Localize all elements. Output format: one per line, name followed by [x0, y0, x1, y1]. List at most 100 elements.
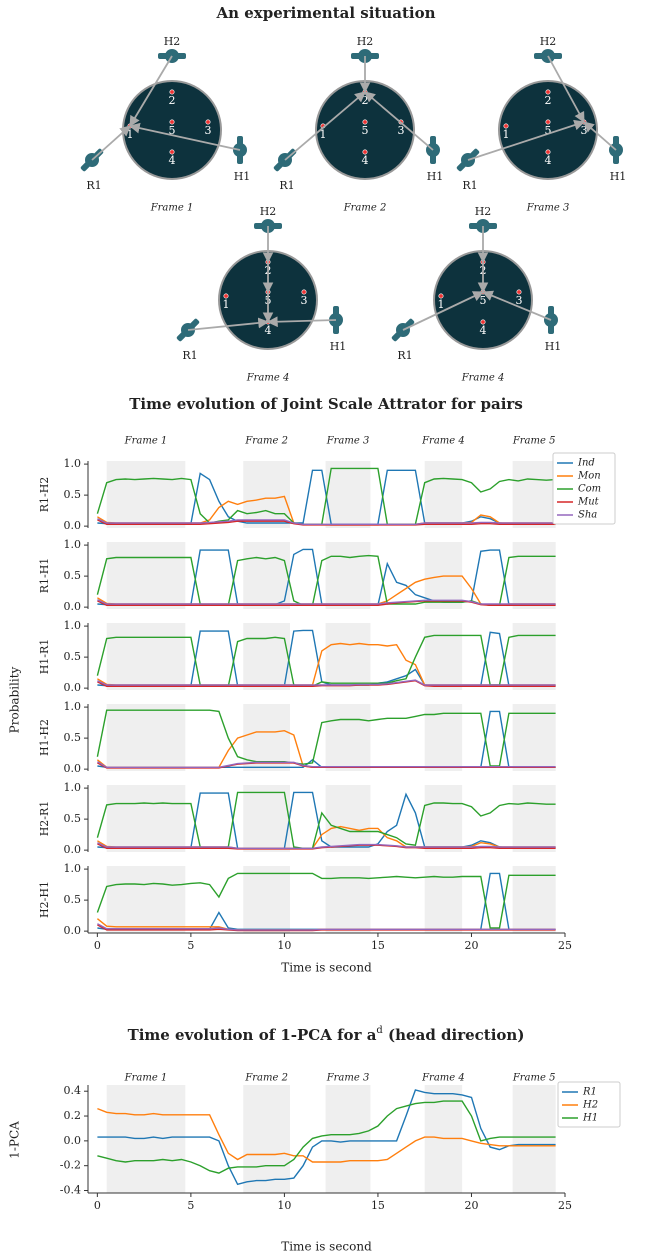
- region-band: [424, 461, 463, 528]
- point: [545, 89, 551, 95]
- point-label: 3: [398, 124, 405, 137]
- region-band: [106, 542, 186, 609]
- agent-label: H1: [330, 340, 347, 353]
- point-label: 3: [581, 124, 588, 137]
- agent-label: R1: [462, 179, 477, 192]
- region-band: [243, 461, 291, 528]
- region-label: Frame 4: [421, 436, 465, 447]
- point: [503, 123, 509, 129]
- legend-label: H2: [582, 1100, 598, 1111]
- x-tick-label: 25: [558, 1199, 572, 1212]
- x-tick-label: 5: [187, 939, 194, 952]
- series-line: [96, 634, 556, 687]
- frame-caption: Frame 4: [461, 373, 505, 384]
- agent-label: H2: [357, 35, 374, 48]
- point: [545, 119, 551, 125]
- panel-label: H1-H2: [38, 719, 51, 756]
- series-line: [97, 761, 556, 768]
- region-band: [243, 704, 291, 771]
- arrow: [266, 316, 337, 328]
- point: [205, 119, 211, 125]
- point-label: 2: [545, 94, 552, 107]
- title: Time evolution of Joint Scale Attrator f…: [129, 395, 523, 413]
- arena: [498, 80, 598, 180]
- x-tick-label: 0: [94, 939, 101, 952]
- point-label: 1: [320, 128, 327, 141]
- region-band: [243, 623, 291, 690]
- arrow: [91, 125, 131, 161]
- point-label: 4: [480, 324, 487, 337]
- region-band: [512, 866, 556, 933]
- region-label: Frame 3: [326, 436, 370, 447]
- region-band: [424, 623, 463, 690]
- region-band: [512, 704, 556, 771]
- region-label: Frame 5: [512, 1073, 556, 1084]
- point: [169, 89, 175, 95]
- arrow: [402, 291, 484, 331]
- arrow: [129, 55, 173, 127]
- series-line: [96, 467, 556, 525]
- title: Time evolution of 1-PCA for a: [128, 1026, 377, 1044]
- point-label: 5: [169, 124, 176, 137]
- point-label: 1: [503, 128, 510, 141]
- agent-label: H1: [234, 170, 251, 183]
- x-tick-label: 5: [187, 1199, 194, 1212]
- region-label: Frame 5: [512, 436, 556, 447]
- point-label: 5: [480, 294, 487, 307]
- x-tick-label: 0: [94, 1199, 101, 1212]
- region-band: [106, 461, 186, 528]
- point-label: 1: [127, 128, 134, 141]
- point-label: 2: [169, 94, 176, 107]
- title-superscript: d: [376, 1025, 383, 1036]
- point: [438, 293, 444, 299]
- region-label: Frame 4: [421, 1073, 465, 1084]
- agent-label: H1: [545, 340, 562, 353]
- series-line: [96, 872, 556, 929]
- series-line: [96, 709, 556, 767]
- y-tick-label: 0.5: [64, 893, 82, 906]
- region-label: Frame 2: [244, 1073, 288, 1084]
- y-tick-label: 0.5: [64, 812, 82, 825]
- chart-title: Time evolution of 1-PCA for ad (head dir…: [128, 1025, 525, 1045]
- point: [362, 119, 368, 125]
- point-label: 4: [169, 154, 176, 167]
- agent-label: H1: [610, 170, 627, 183]
- agent-label: H1: [427, 170, 444, 183]
- y-tick-label: 0.0: [64, 600, 82, 613]
- point: [362, 149, 368, 155]
- x-tick-label: 20: [464, 1199, 478, 1212]
- region-band: [424, 866, 463, 933]
- point-label: 1: [223, 298, 230, 311]
- agent-label: H2: [260, 205, 277, 218]
- legend-label: Ind: [577, 458, 595, 469]
- frame-caption: Frame 1: [150, 203, 194, 214]
- point-label: 1: [438, 298, 445, 311]
- x-axis-label: Time is second: [281, 1240, 372, 1254]
- y-tick-label: 0.0: [64, 681, 82, 694]
- region-band: [106, 866, 186, 933]
- region-band: [106, 1085, 186, 1193]
- series-line: [97, 1100, 556, 1174]
- agent-label: R1: [397, 349, 412, 362]
- y-tick-label: 1.0: [64, 700, 82, 713]
- arrow: [128, 122, 241, 151]
- legend-label: R1: [582, 1087, 597, 1098]
- point-label: 4: [545, 154, 552, 167]
- region-band: [512, 1085, 556, 1193]
- agent-label: R1: [86, 179, 101, 192]
- point-label: 3: [516, 294, 523, 307]
- arrow: [547, 55, 585, 123]
- arrow: [364, 91, 434, 151]
- diagram-title: An experimental situation: [215, 4, 435, 22]
- series-line: [97, 679, 556, 686]
- frame-caption: Frame 3: [526, 203, 570, 214]
- y-tick-label: 1.0: [64, 619, 82, 632]
- arrow: [187, 317, 270, 331]
- y-tick-label: 0.4: [64, 1084, 82, 1097]
- panel-label: H2-H1: [38, 881, 51, 918]
- panel-label: H2-R1: [38, 801, 51, 837]
- frame-caption: Frame 2: [343, 203, 387, 214]
- region-band: [325, 542, 371, 609]
